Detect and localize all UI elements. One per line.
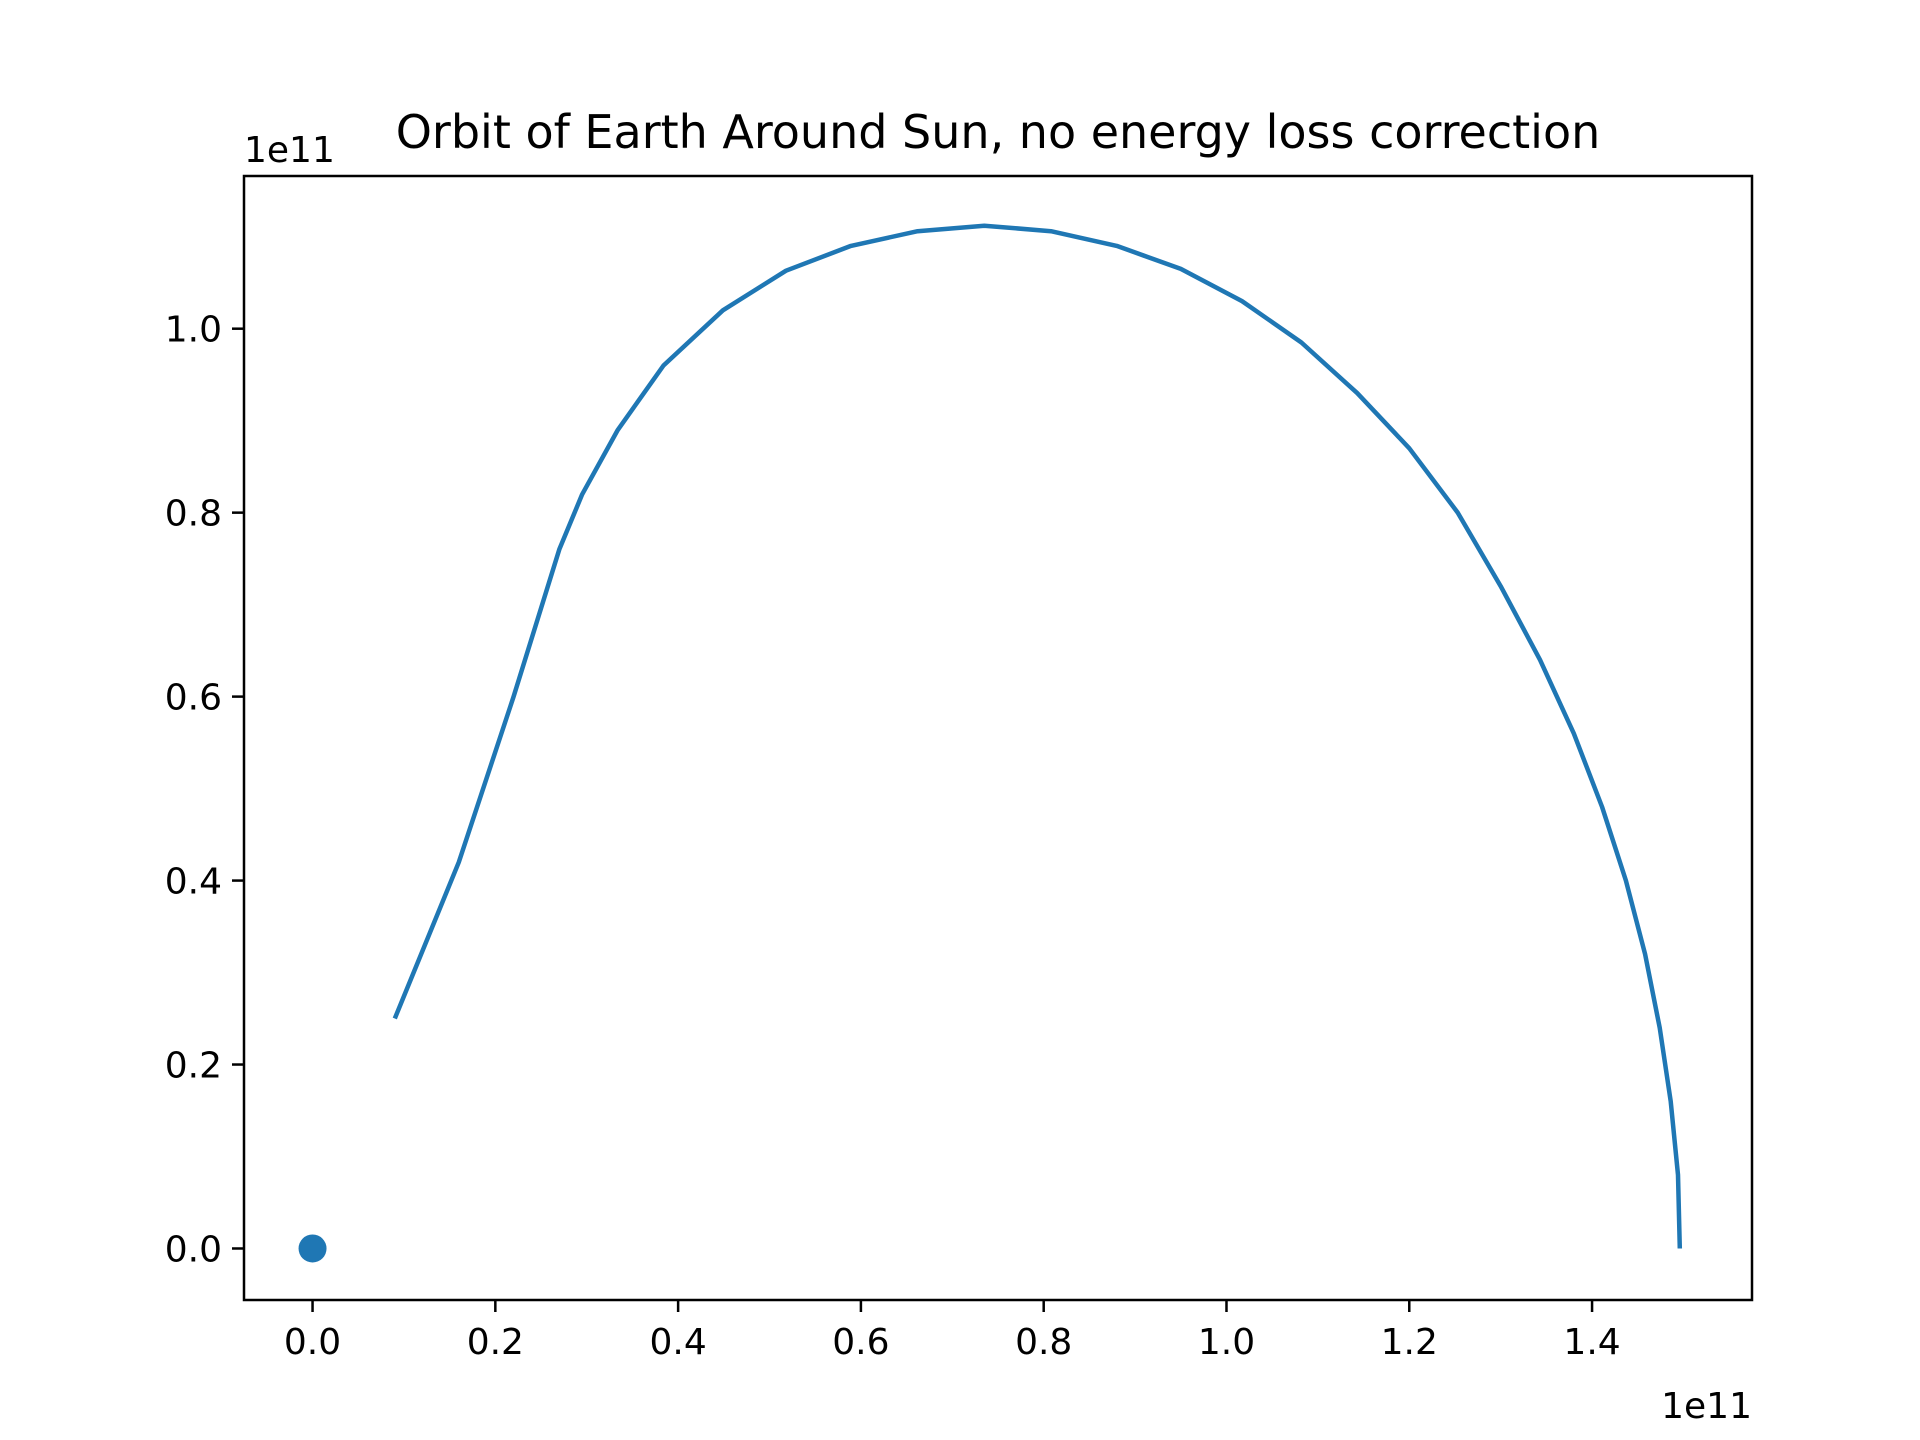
x-axis: 0.0 0.2 0.4 0.6 0.8 1.0 1.2 1.4	[284, 1300, 1621, 1363]
y-tick-label: 1.0	[165, 310, 222, 351]
sun-marker	[298, 1234, 327, 1263]
y-offset-label: 1e11	[244, 130, 335, 171]
y-tick-label: 0.0	[165, 1229, 222, 1270]
chart-title: Orbit of Earth Around Sun, no energy los…	[396, 105, 1601, 159]
y-tick-label: 0.4	[165, 862, 222, 903]
y-tick-label: 0.8	[165, 494, 222, 535]
y-tick-label: 0.6	[165, 678, 222, 719]
x-offset-label: 1e11	[1661, 1386, 1752, 1427]
x-tick-label: 0.4	[649, 1322, 706, 1363]
y-axis: 0.0 0.2 0.4 0.6 0.8 1.0	[165, 310, 244, 1270]
x-tick-label: 1.4	[1563, 1322, 1620, 1363]
x-tick-label: 1.0	[1198, 1322, 1255, 1363]
orbit-line	[392, 223, 1683, 1249]
y-tick-label: 0.2	[165, 1046, 222, 1087]
x-tick-label: 0.2	[467, 1322, 524, 1363]
x-tick-label: 0.8	[1015, 1322, 1072, 1363]
plot-area	[298, 223, 1683, 1263]
x-tick-label: 0.0	[284, 1322, 341, 1363]
x-tick-label: 1.2	[1381, 1322, 1438, 1363]
x-tick-label: 0.6	[832, 1322, 889, 1363]
axes-frame	[242, 174, 1754, 1302]
